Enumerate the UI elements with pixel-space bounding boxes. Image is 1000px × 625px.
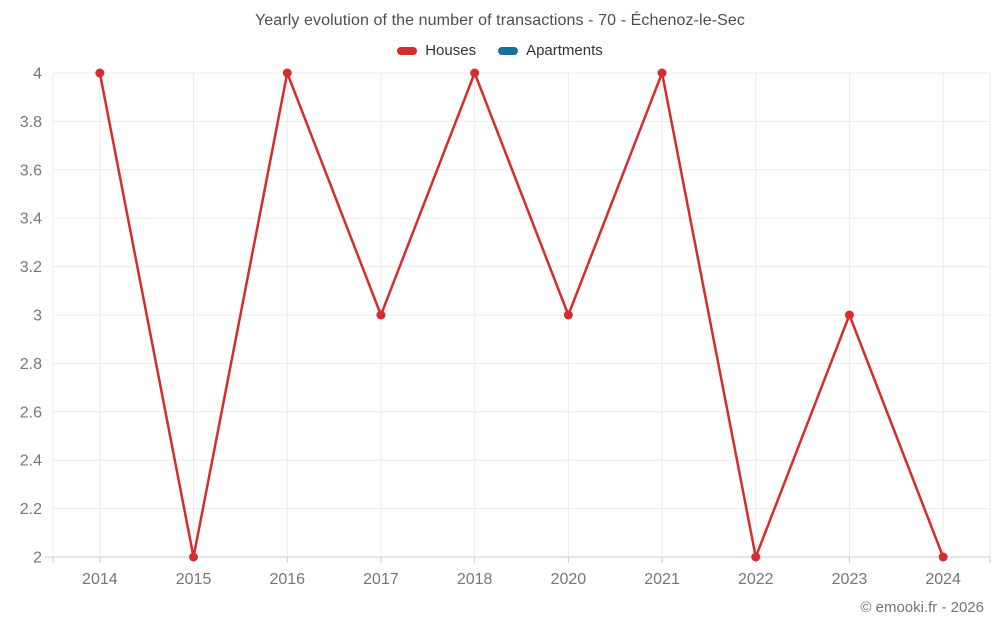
y-tick-label: 3 (33, 308, 42, 325)
x-tick-label: 2024 (925, 571, 961, 588)
x-tick-label: 2023 (832, 571, 868, 588)
series-line-houses (98, 71, 945, 559)
data-point-houses-2022[interactable] (751, 552, 761, 562)
x-tick-label: 2016 (269, 571, 305, 588)
x-tick-label: 2017 (363, 571, 399, 588)
data-point-houses-2021[interactable] (657, 68, 667, 78)
data-point-houses-2015[interactable] (189, 552, 199, 562)
y-tick-label: 2.4 (20, 453, 42, 470)
legend-label-houses: Houses (425, 42, 477, 59)
houses-series-swatch-icon (397, 46, 418, 55)
data-point-houses-2024[interactable] (938, 552, 948, 562)
y-tick-label: 3.8 (20, 114, 42, 131)
chart-title: Yearly evolution of the number of transa… (254, 12, 746, 29)
x-tick-label: 2018 (457, 571, 493, 588)
y-tick-label: 2.6 (20, 404, 42, 421)
y-tick-label: 3.4 (20, 211, 42, 228)
x-tick-label: 2020 (551, 571, 587, 588)
y-tick-label: 4 (33, 66, 42, 83)
data-point-houses-2018[interactable] (470, 68, 480, 78)
legend-item-apartments[interactable]: Apartments (498, 42, 603, 59)
y-tick-label: 2.8 (20, 356, 42, 373)
y-tick-label: 3.2 (20, 259, 42, 276)
copyright-footer: © emooki.fr - 2026 (860, 599, 984, 616)
data-point-houses-2014[interactable] (95, 68, 105, 78)
y-tick-label: 3.6 (20, 162, 42, 179)
x-tick-label: 2014 (82, 571, 118, 588)
legend-label-apartments: Apartments (526, 42, 603, 59)
x-tick-label: 2021 (644, 571, 680, 588)
data-point-houses-2023[interactable] (844, 310, 854, 320)
data-point-houses-2017[interactable] (376, 310, 386, 320)
apartments-series-swatch-icon (498, 46, 519, 55)
x-tick-label: 2022 (738, 571, 774, 588)
data-point-houses-2020[interactable] (563, 310, 573, 320)
y-tick-label: 2 (33, 550, 42, 567)
legend: Houses Apartments (0, 42, 1000, 59)
x-tick-label: 2015 (176, 571, 212, 588)
y-tick-label: 2.2 (20, 501, 42, 518)
data-point-houses-2016[interactable] (282, 68, 292, 78)
legend-item-houses[interactable]: Houses (397, 42, 476, 59)
